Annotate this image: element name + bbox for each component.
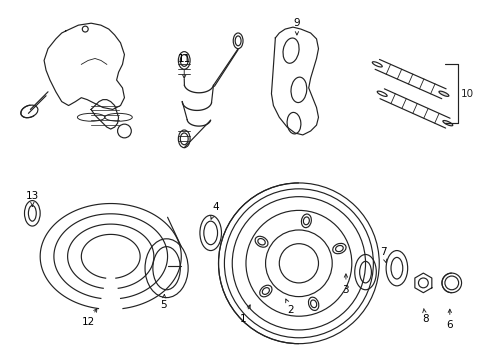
Text: 6: 6 [446, 309, 452, 330]
Text: 7: 7 [379, 247, 386, 263]
Text: 3: 3 [342, 274, 348, 295]
Text: 10: 10 [460, 89, 473, 99]
Text: 12: 12 [81, 309, 97, 327]
Ellipse shape [438, 91, 448, 96]
Text: 11: 11 [177, 54, 190, 78]
Text: 2: 2 [285, 299, 294, 315]
Text: 4: 4 [210, 202, 219, 219]
Text: 1: 1 [239, 305, 250, 324]
Text: 5: 5 [160, 294, 166, 310]
Ellipse shape [442, 121, 452, 126]
Text: 8: 8 [421, 309, 428, 324]
Text: 9: 9 [293, 18, 300, 35]
Text: 13: 13 [26, 191, 39, 206]
